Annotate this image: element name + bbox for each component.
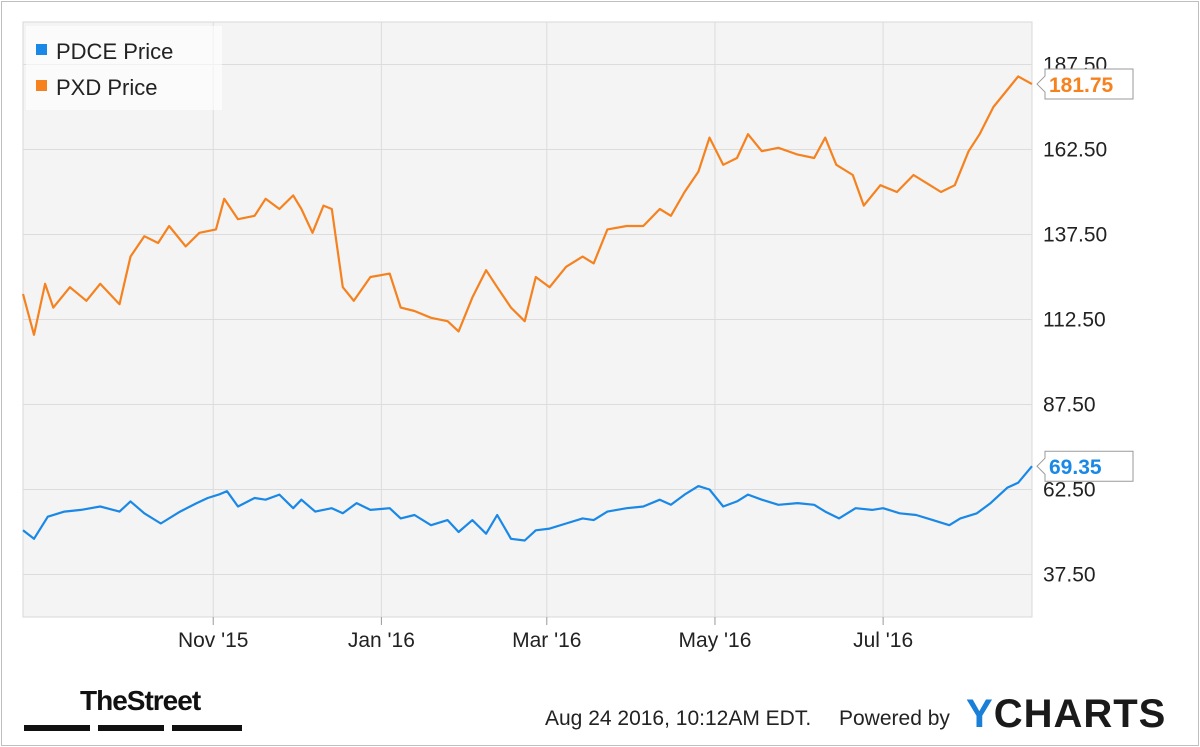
y-tick-label: 37.50 <box>1043 564 1096 587</box>
x-axis: Nov '15 Jan '16 Mar '16 May '16 Jul '16 <box>178 617 913 652</box>
x-tick-label: May '16 <box>679 629 752 652</box>
footer-powered-by: Powered by <box>839 707 950 730</box>
series-layer <box>21 75 1033 542</box>
x-tick-label: Jul '16 <box>853 629 913 652</box>
legend-swatch-pxd <box>36 80 47 91</box>
x-tick-label: Nov '15 <box>178 629 249 652</box>
thestreet-logo: TheStreet <box>24 685 244 735</box>
thestreet-logo-bar <box>98 725 164 731</box>
y-tick-label: 162.50 <box>1043 139 1107 162</box>
last-value-flag-pxd <box>1036 68 1134 100</box>
legend-label-pxd: PXD Price <box>56 75 157 100</box>
x-tick-label: Mar '16 <box>512 629 581 652</box>
ycharts-logo-y: Y <box>966 692 994 736</box>
last-value-label-pdce: 69.35 <box>1049 456 1102 479</box>
y-tick-label: 112.50 <box>1043 309 1106 332</box>
y-tick-label: 62.50 <box>1043 479 1096 502</box>
last-value-label-pxd: 181.75 <box>1049 74 1114 97</box>
thestreet-logo-bar <box>24 725 90 731</box>
series-line-pdce <box>22 465 1033 542</box>
x-tick-label: Jan '16 <box>348 629 415 652</box>
y-tick-label: 87.50 <box>1043 394 1096 417</box>
series-line-pxd <box>21 75 1033 336</box>
footer-timestamp: Aug 24 2016, 10:12AM EDT. <box>545 707 812 730</box>
last-value-flags: 69.35 181.75 <box>1036 68 1134 482</box>
thestreet-logo-bar <box>172 725 242 731</box>
ycharts-logo-rest: CHARTS <box>993 692 1167 736</box>
thestreet-logo-text: TheStreet <box>80 685 201 716</box>
y-tick-label: 137.50 <box>1043 224 1107 247</box>
legend-label-pdce: PDCE Price <box>56 39 173 64</box>
legend: PDCE Price PXD Price <box>26 26 222 110</box>
ycharts-logo[interactable]: YCHARTS <box>966 692 1166 737</box>
last-value-flag-pdce <box>1036 450 1134 482</box>
legend-swatch-pdce <box>36 44 47 55</box>
legend-background <box>26 26 222 110</box>
